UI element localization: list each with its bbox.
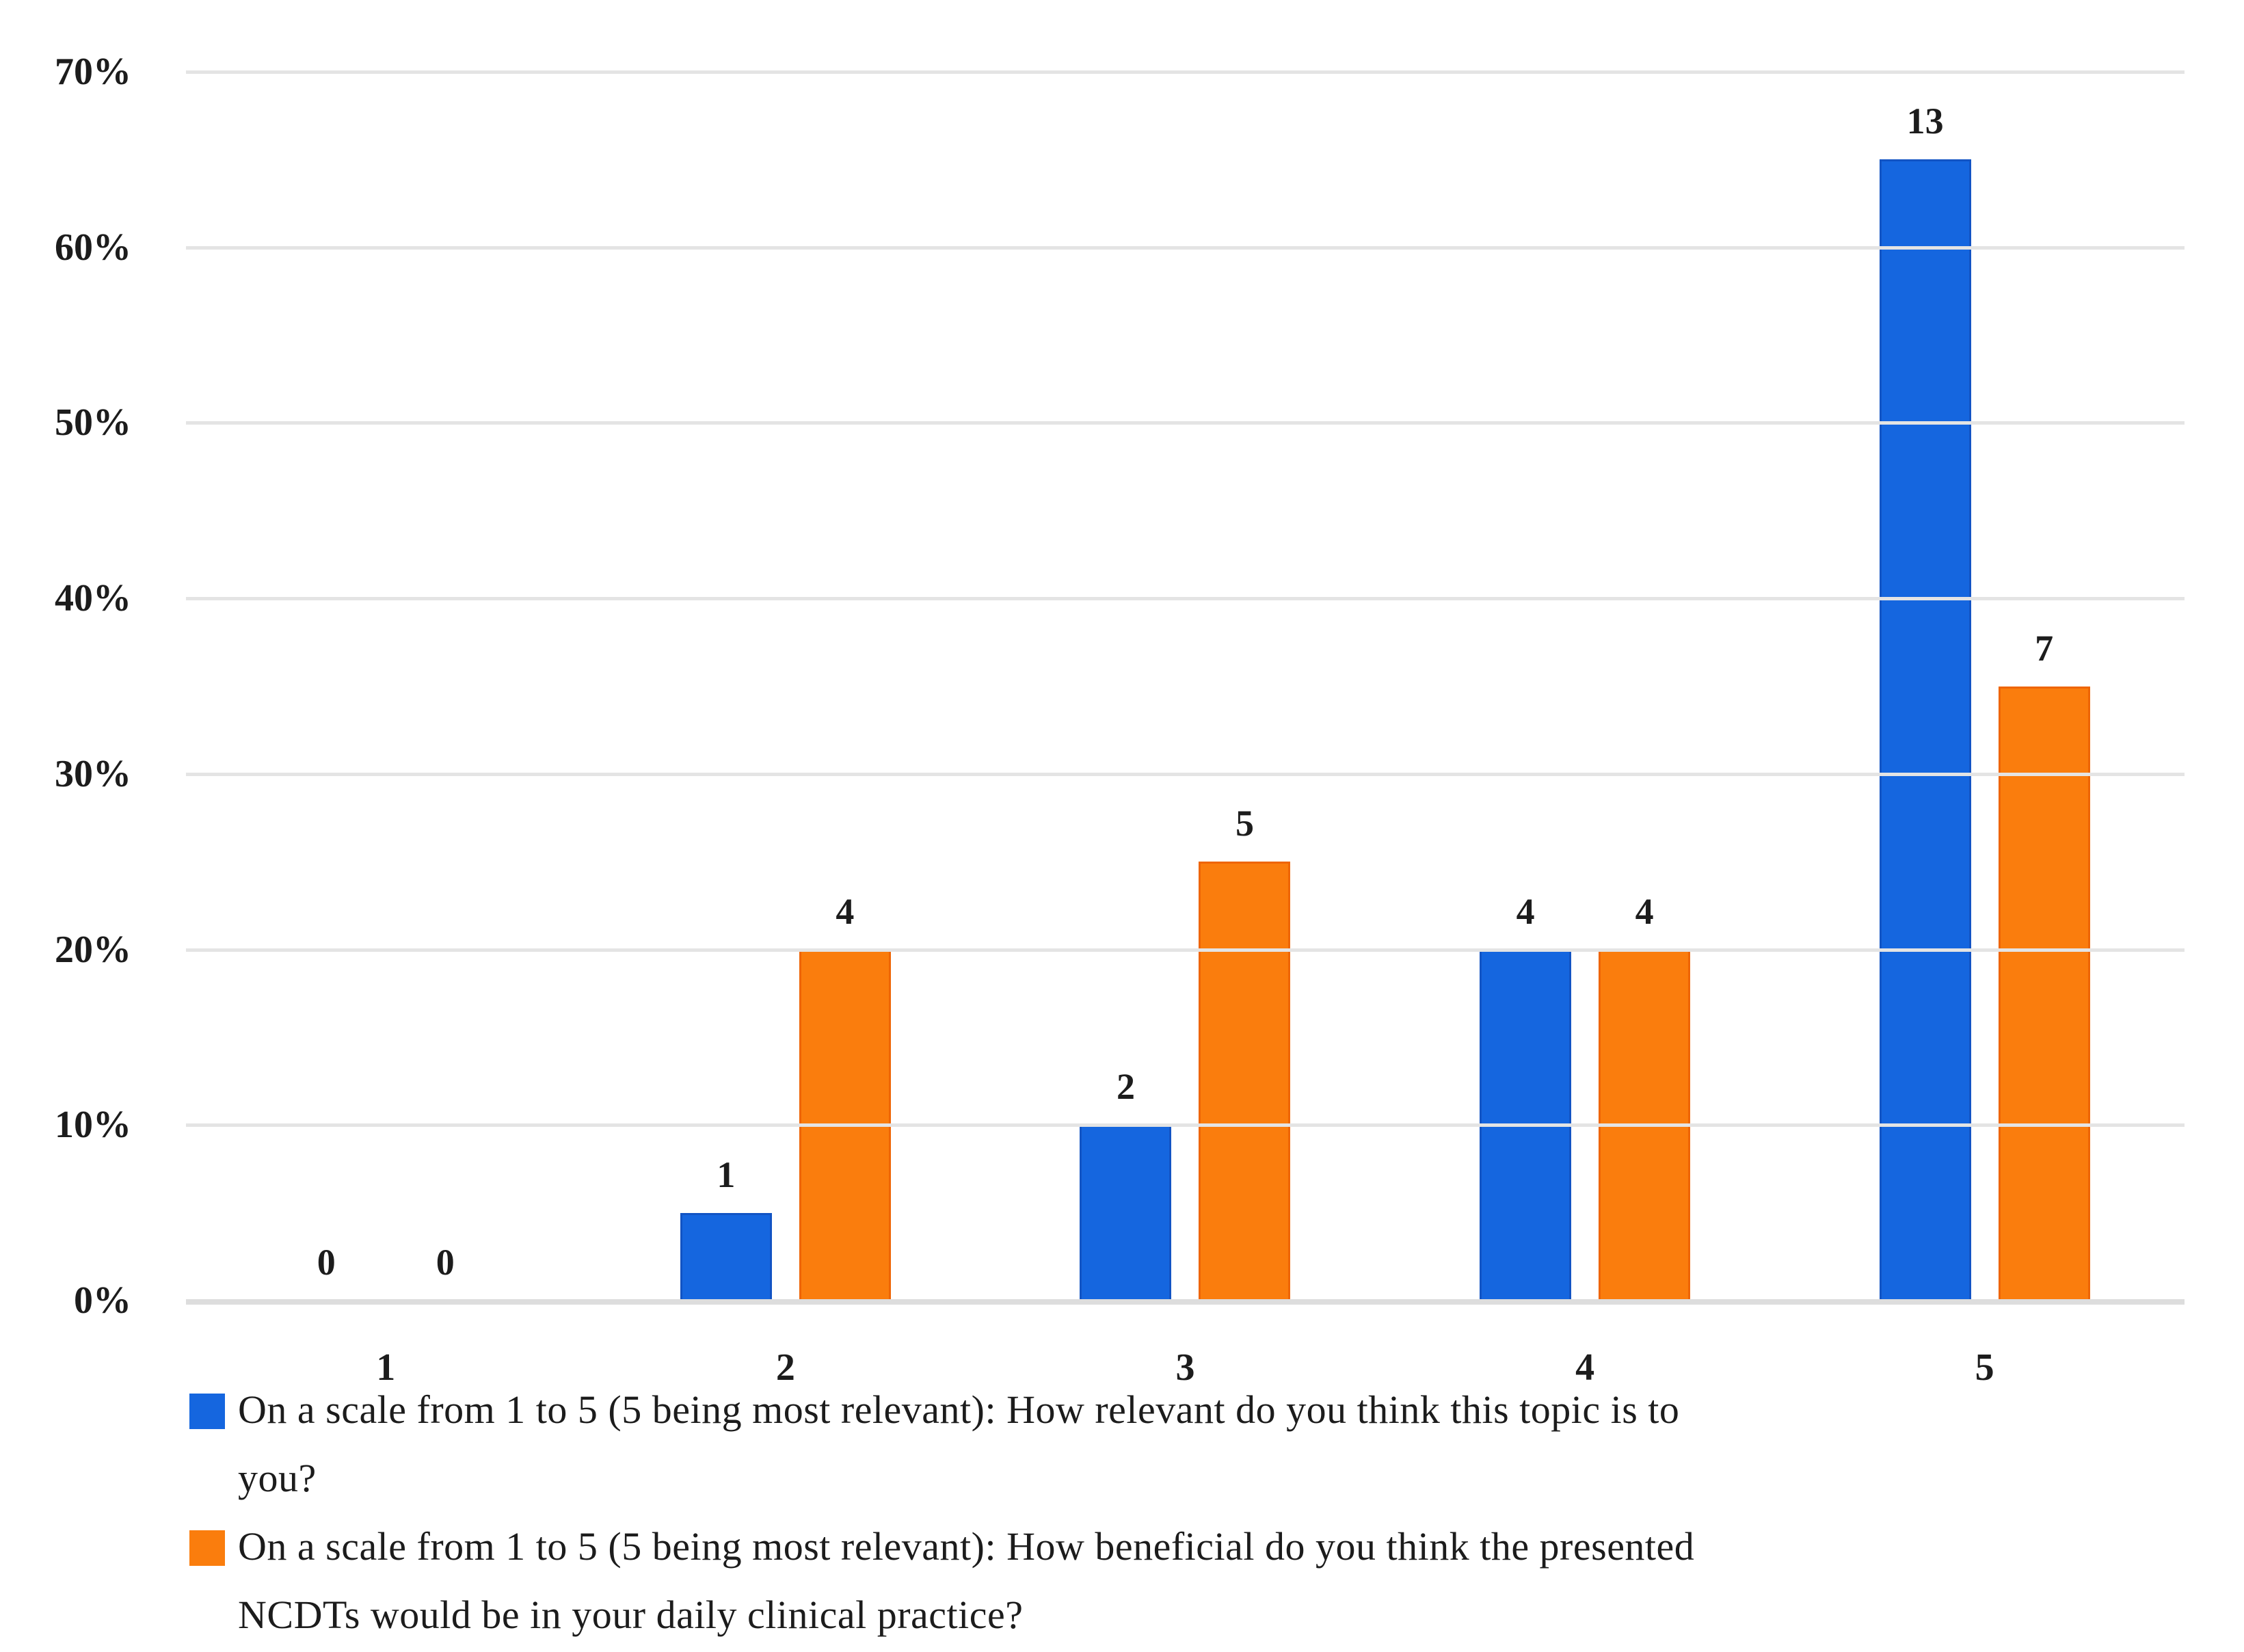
bar-series1-cat5 bbox=[1879, 159, 1971, 1301]
bar-series2-cat5 bbox=[1998, 686, 2090, 1301]
bar-series1-cat2 bbox=[680, 1212, 772, 1301]
legend: On a scale from 1 to 5 (5 being most rel… bbox=[189, 1376, 2104, 1649]
bar-value-label: 1 bbox=[717, 1154, 736, 1195]
y-tick-label-30: 30% bbox=[55, 752, 131, 795]
legend-label-line: On a scale from 1 to 5 (5 being most rel… bbox=[238, 1524, 1695, 1569]
category-slot-5: 13 7 bbox=[1785, 72, 2185, 1301]
gridline-60 bbox=[186, 245, 2185, 250]
bar-value-label: 2 bbox=[1116, 1066, 1135, 1108]
bar-groups: 0 0 1 4 2 5 4 4 13 7 bbox=[186, 72, 2185, 1301]
bar-series2-cat3 bbox=[1199, 862, 1291, 1301]
bar-column-s1-cat1: 0 bbox=[280, 1242, 372, 1301]
bar-value-label: 0 bbox=[436, 1242, 455, 1283]
x-tick-label-1: 1 bbox=[376, 1346, 396, 1389]
bar-value-label: 7 bbox=[2035, 627, 2054, 669]
x-tick-label-5: 5 bbox=[1975, 1346, 1994, 1389]
legend-item-1: On a scale from 1 to 5 (5 being most rel… bbox=[189, 1376, 2104, 1513]
bar-value-label: 4 bbox=[1516, 890, 1535, 932]
bar-value-label: 13 bbox=[1906, 101, 1944, 142]
bar-column-s1-cat2: 1 bbox=[680, 1154, 772, 1301]
y-tick-label-10: 10% bbox=[55, 1104, 131, 1147]
gridline-30 bbox=[186, 772, 2185, 776]
legend-label-line: On a scale from 1 to 5 (5 being most rel… bbox=[238, 1387, 1680, 1432]
x-axis: 1 2 3 4 5 bbox=[186, 1346, 2185, 1389]
bar-column-s2-cat1: 0 bbox=[399, 1242, 491, 1301]
gridline-20 bbox=[186, 948, 2185, 952]
bar-value-label: 4 bbox=[1635, 890, 1654, 932]
bar-column-s1-cat5: 13 bbox=[1879, 101, 1971, 1301]
legend-label-line: NCDTs would be in your daily clinical pr… bbox=[238, 1593, 1024, 1637]
x-tick-label-2: 2 bbox=[775, 1346, 795, 1389]
gridline-70 bbox=[186, 70, 2185, 74]
gridline-0 bbox=[186, 1299, 2185, 1305]
y-tick-label-20: 20% bbox=[55, 928, 131, 971]
y-tick-label-40: 40% bbox=[55, 577, 131, 620]
bar-column-s1-cat3: 2 bbox=[1080, 1066, 1172, 1301]
bar-value-label: 0 bbox=[317, 1242, 336, 1283]
gridline-40 bbox=[186, 597, 2185, 601]
bar-column-s2-cat4: 4 bbox=[1599, 890, 1691, 1301]
bar-value-label: 4 bbox=[836, 890, 855, 932]
bar-column-s2-cat2: 4 bbox=[799, 891, 891, 1301]
y-tick-label-70: 70% bbox=[55, 51, 131, 93]
bar-pair-5: 13 7 bbox=[1879, 101, 2090, 1301]
y-axis: 0% 10% 20% 30% 40% 50% 60% 70% bbox=[0, 51, 131, 1322]
legend-marker-series1 bbox=[189, 1394, 225, 1429]
bar-series1-cat3 bbox=[1080, 1125, 1172, 1301]
gridline-10 bbox=[186, 1123, 2185, 1128]
gridline-50 bbox=[186, 421, 2185, 425]
legend-label-series2: On a scale from 1 to 5 (5 being most rel… bbox=[238, 1513, 2104, 1649]
x-tick-label-3: 3 bbox=[1175, 1346, 1195, 1389]
bar-column-s1-cat4: 4 bbox=[1480, 890, 1572, 1301]
y-tick-label-60: 60% bbox=[55, 226, 131, 269]
bar-column-s2-cat5: 7 bbox=[1998, 627, 2090, 1301]
x-tick-label-4: 4 bbox=[1575, 1346, 1595, 1389]
bar-column-s2-cat3: 5 bbox=[1199, 803, 1291, 1301]
legend-label-series1: On a scale from 1 to 5 (5 being most rel… bbox=[238, 1376, 2104, 1513]
plot-area: 0 0 1 4 2 5 4 4 13 7 bbox=[186, 70, 2185, 1305]
y-tick-label-50: 50% bbox=[55, 401, 131, 444]
y-tick-label-0: 0% bbox=[74, 1279, 131, 1322]
legend-label-line: you? bbox=[238, 1456, 317, 1500]
bar-value-label: 5 bbox=[1235, 803, 1254, 844]
legend-item-2: On a scale from 1 to 5 (5 being most rel… bbox=[189, 1513, 2104, 1649]
legend-marker-series2 bbox=[189, 1530, 225, 1566]
